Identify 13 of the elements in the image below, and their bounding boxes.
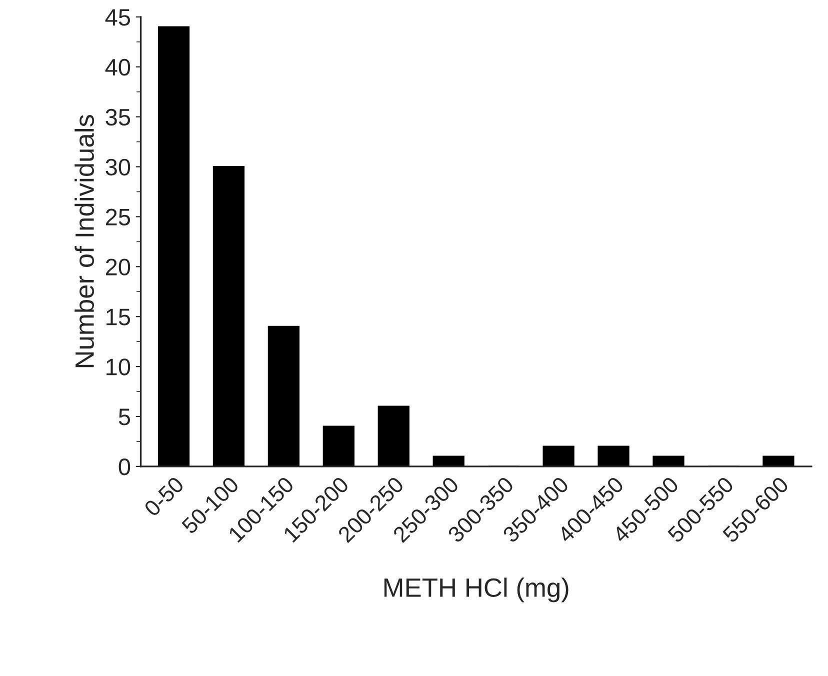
x-tick-label: 0-50 <box>143 476 185 518</box>
y-tick-label: 25 <box>106 208 130 226</box>
x-axis-title: METH HCl (mg) <box>384 578 568 602</box>
y-tick-label: 40 <box>105 58 130 76</box>
y-tick-label: 20 <box>106 258 130 276</box>
y-tick-label: 0 <box>118 458 130 476</box>
y-tick-label: 45 <box>105 9 130 26</box>
y-tick-label: 10 <box>106 358 130 376</box>
y-axis-title: Number of Individuals <box>74 115 94 368</box>
y-tick-label: 30 <box>106 158 130 176</box>
y-tick-label: 5 <box>118 408 130 426</box>
y-tick-label: 15 <box>106 308 130 326</box>
y-tick-label: 35 <box>106 108 130 126</box>
